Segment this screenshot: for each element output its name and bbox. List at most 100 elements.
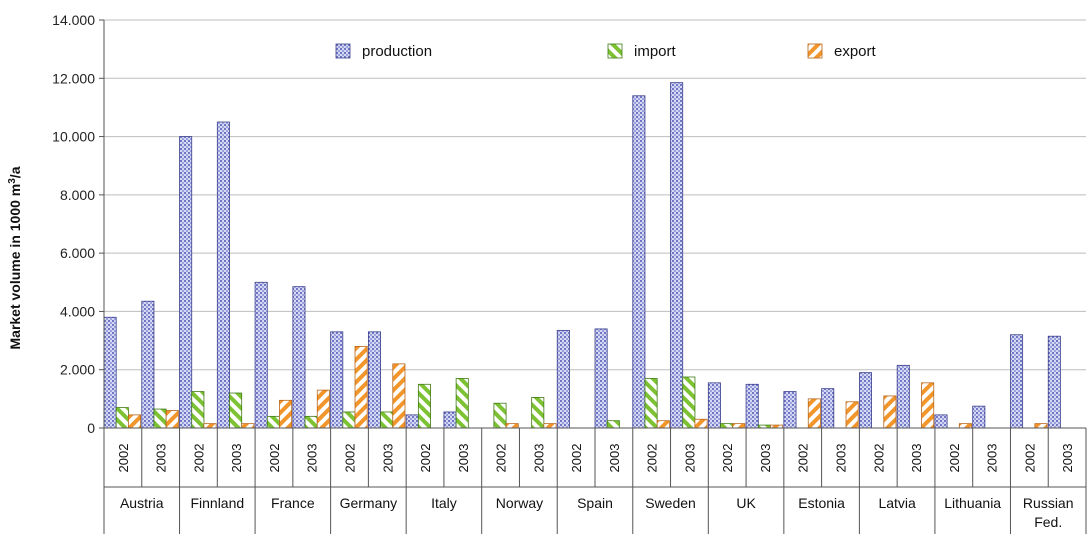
- legend-swatch-export: [807, 43, 823, 59]
- bar-production: [934, 414, 948, 429]
- country-label: Norway: [496, 495, 543, 511]
- y-tick-label: 0: [87, 420, 95, 436]
- bar-production: [216, 121, 230, 429]
- bar-production: [330, 331, 344, 429]
- bar-import: [191, 391, 205, 429]
- legend-label-import: import: [634, 43, 677, 60]
- year-label: 2002: [796, 444, 811, 473]
- bar-export: [505, 423, 519, 429]
- bar-production: [1047, 335, 1061, 429]
- y-tick-label: 4.000: [60, 303, 95, 319]
- year-label: 2002: [645, 444, 660, 473]
- legend-item-import: import: [607, 43, 677, 60]
- country-label: Finnland: [190, 495, 244, 511]
- bar-import: [417, 383, 431, 429]
- bar-export: [127, 414, 141, 429]
- year-label: 2003: [305, 444, 320, 473]
- year-label: 2002: [191, 444, 206, 473]
- bar-export: [392, 363, 406, 429]
- legend: production import export: [335, 43, 877, 60]
- bar-import: [455, 378, 469, 429]
- y-tick-label: 6.000: [60, 245, 95, 261]
- legend-label-production: production: [362, 43, 432, 60]
- legend-item-production: production: [335, 43, 432, 60]
- y-tick-label: 12.000: [52, 70, 95, 86]
- bar-production: [783, 391, 797, 429]
- bar-import: [266, 415, 280, 429]
- y-tick-label: 8.000: [60, 187, 95, 203]
- bar-export: [241, 423, 255, 429]
- y-axis-label-superscript: 3: [7, 178, 18, 184]
- country-label: Italy: [431, 495, 457, 511]
- year-label: 2003: [682, 444, 697, 473]
- bar-import: [644, 378, 658, 429]
- bar-import: [342, 411, 356, 429]
- country-label: France: [271, 495, 315, 511]
- bar-import: [115, 407, 129, 429]
- bar-production: [405, 414, 419, 429]
- bar-export: [543, 423, 557, 429]
- bar-production: [141, 300, 155, 429]
- bar-production: [367, 331, 381, 429]
- bar-export: [354, 345, 368, 429]
- bar-export: [316, 389, 330, 429]
- year-label: 2002: [720, 444, 735, 473]
- country-label: Lithuania: [944, 495, 1001, 511]
- bar-production: [254, 281, 268, 429]
- bar-export: [203, 423, 217, 429]
- bar-export: [883, 395, 897, 429]
- country-label: Latvia: [878, 495, 916, 511]
- year-label: 2003: [1060, 444, 1075, 473]
- bar-export: [694, 418, 708, 429]
- y-tick-label: 10.000: [52, 129, 95, 145]
- bar-production: [858, 372, 872, 429]
- bar-production: [594, 328, 608, 429]
- bar-import: [493, 402, 507, 429]
- legend-swatch-import: [607, 43, 623, 59]
- bar-production: [103, 316, 117, 429]
- bar-import: [720, 423, 734, 429]
- bar-export: [958, 423, 972, 429]
- bar-export: [732, 423, 746, 429]
- y-axis-label-tail: /a: [7, 166, 23, 178]
- legend-swatch-production: [335, 43, 351, 59]
- bar-production: [632, 95, 646, 429]
- y-axis-label: Market volume in 1000 m3/a: [7, 166, 23, 349]
- bar-export: [279, 399, 293, 429]
- bar-production: [821, 388, 835, 429]
- bar-export: [921, 382, 935, 429]
- bar-production: [443, 411, 457, 429]
- year-label: 2003: [456, 444, 471, 473]
- bar-production: [292, 286, 306, 429]
- year-label: 2003: [985, 444, 1000, 473]
- bar-production: [179, 136, 193, 429]
- year-label: 2003: [834, 444, 849, 473]
- year-label: 2002: [116, 444, 131, 473]
- year-label: 2002: [569, 444, 584, 473]
- bar-production: [896, 364, 910, 429]
- year-label: 2003: [229, 444, 244, 473]
- year-label: 2002: [494, 444, 509, 473]
- bar-export: [1034, 423, 1048, 429]
- x-category-labels: 2002 2003 Austria 2002 2003 Finnland 2002 2003 F…: [116, 444, 1075, 530]
- y-tick-label: 14.000: [52, 12, 95, 28]
- bar-export: [656, 420, 670, 429]
- y-axis-label-main: Market volume in 1000 m: [7, 184, 23, 350]
- bar-production: [556, 329, 570, 429]
- bar-import: [304, 415, 318, 429]
- bar-production: [745, 383, 759, 429]
- bar-production: [707, 382, 721, 429]
- gridlines: [104, 19, 1086, 371]
- bar-production: [972, 405, 986, 429]
- year-label: 2002: [1022, 444, 1037, 473]
- year-label: 2003: [607, 444, 622, 473]
- country-label: UK: [736, 495, 756, 511]
- y-tick-labels: 0 2.000 4.000 6.000 8.000 10.000 12.000 14.000: [52, 12, 95, 436]
- bar-import: [380, 411, 394, 429]
- bar-import: [229, 392, 243, 429]
- country-label: Austria: [120, 495, 164, 511]
- legend-label-export: export: [834, 43, 877, 60]
- year-label: 2003: [758, 444, 773, 473]
- country-label: Estonia: [798, 495, 845, 511]
- y-tick-label: 2.000: [60, 362, 95, 378]
